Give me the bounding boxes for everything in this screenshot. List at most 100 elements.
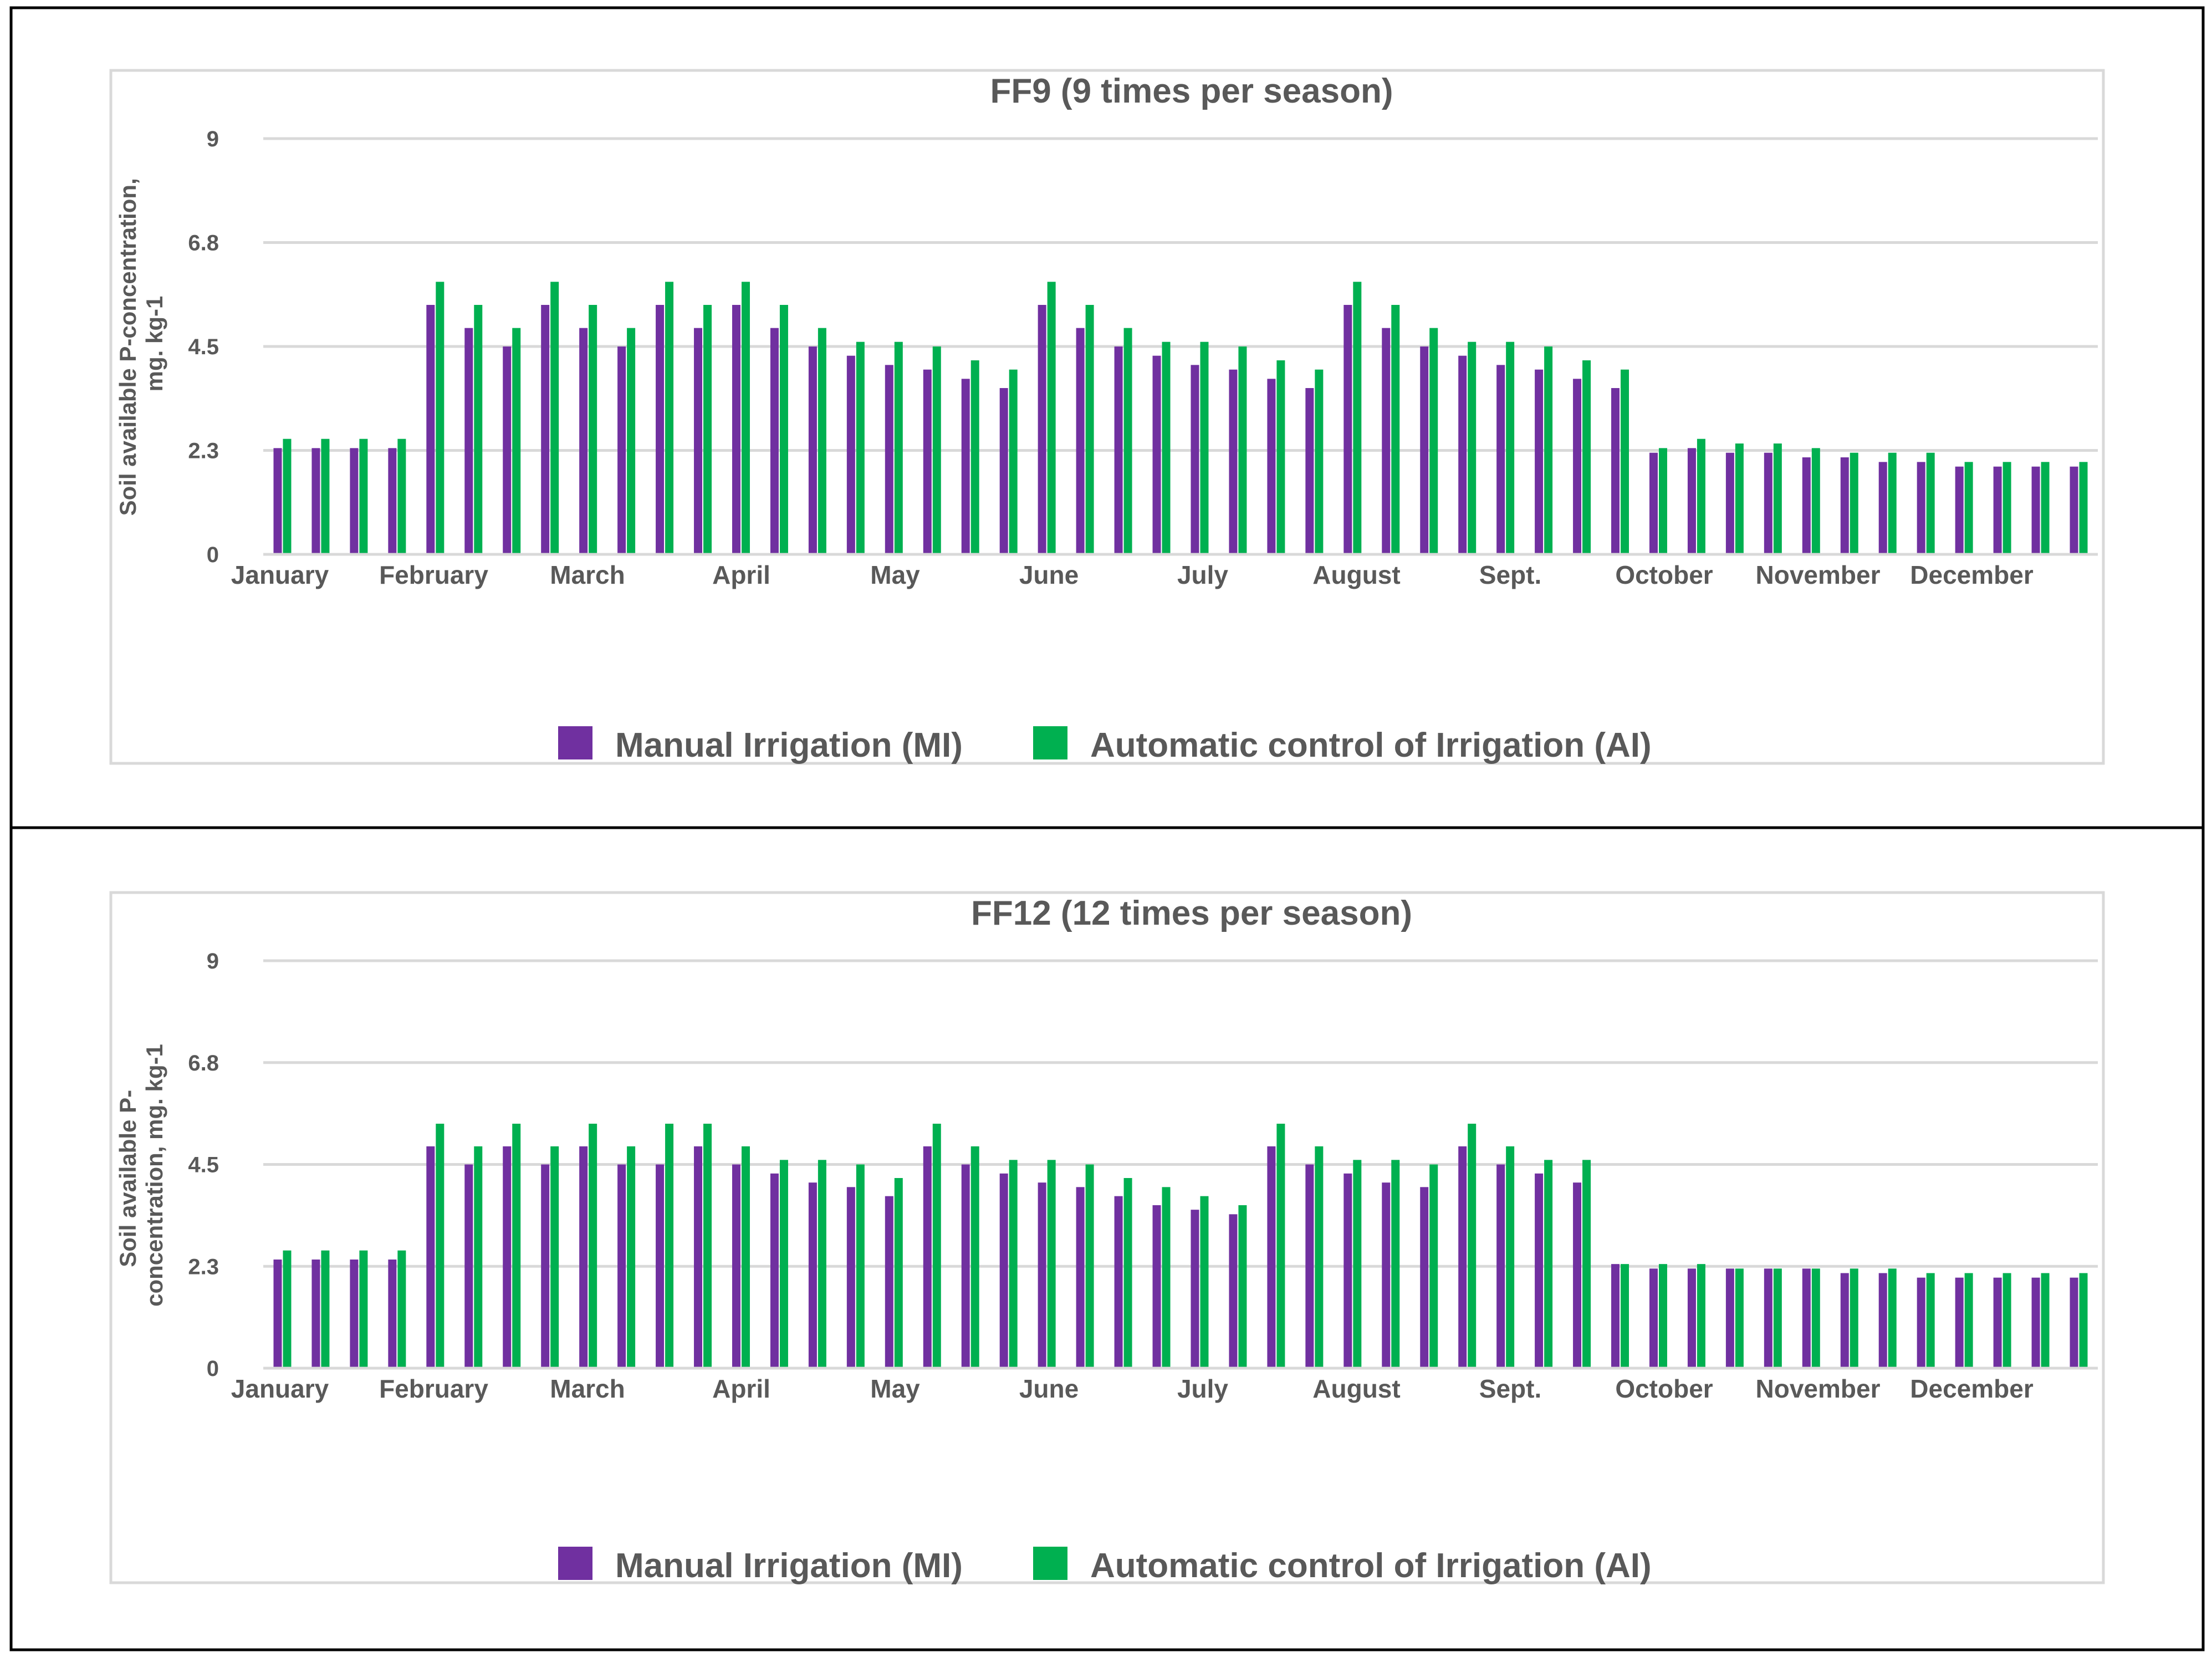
bar-automatic bbox=[474, 1146, 483, 1368]
bar-automatic bbox=[1697, 439, 1705, 554]
bar-manual bbox=[808, 1182, 817, 1368]
month-label: June bbox=[1019, 1374, 1079, 1403]
bar-manual bbox=[1267, 1146, 1276, 1368]
bar-automatic bbox=[397, 1250, 406, 1368]
chart-ff12-gridlines bbox=[263, 959, 2098, 1268]
bar-automatic bbox=[1850, 452, 1858, 554]
chart-ff12-legend-swatch-manual bbox=[558, 1547, 592, 1580]
bar-automatic bbox=[665, 282, 674, 554]
chart-ff9-area-border bbox=[109, 69, 2105, 765]
bar-automatic bbox=[397, 439, 406, 554]
bar-automatic bbox=[1735, 1268, 1744, 1368]
bar-automatic bbox=[1429, 1164, 1438, 1368]
month-label: March bbox=[550, 1374, 625, 1403]
chart-ff9-ylabel-line-1: Soil available P-concentration, bbox=[115, 178, 141, 516]
bar-automatic bbox=[1926, 1273, 1935, 1368]
bar-manual bbox=[2031, 1277, 2040, 1368]
month-label: August bbox=[1312, 560, 1400, 589]
month-label: May bbox=[870, 560, 920, 589]
bar-manual bbox=[541, 305, 550, 554]
bar-automatic bbox=[894, 341, 903, 554]
bar-automatic bbox=[1085, 305, 1094, 554]
chart-ff9-bars bbox=[273, 282, 2088, 554]
month-label: April bbox=[712, 560, 770, 589]
bar-automatic bbox=[1009, 369, 1018, 554]
month-label: Sept. bbox=[1479, 1374, 1541, 1403]
bar-manual bbox=[1725, 452, 1734, 554]
bar-automatic bbox=[1621, 1264, 1629, 1368]
bar-manual bbox=[1840, 457, 1849, 554]
bar-manual bbox=[350, 448, 359, 554]
bar-manual bbox=[1535, 369, 1544, 554]
chart-ff12-ylabel: Soil available P- concentration, mg. kg-… bbox=[115, 1044, 167, 1307]
bar-manual bbox=[350, 1260, 359, 1368]
bar-automatic bbox=[1658, 1264, 1667, 1368]
month-label: November bbox=[1756, 1374, 1881, 1403]
chart-ff12-ylabel-line-2: concentration, mg. kg-1 bbox=[141, 1044, 167, 1307]
bar-automatic bbox=[283, 1250, 292, 1368]
bar-manual bbox=[1687, 448, 1696, 554]
bar-manual bbox=[1993, 1277, 2002, 1368]
bar-automatic bbox=[1315, 369, 1324, 554]
bar-manual bbox=[388, 1260, 397, 1368]
bar-automatic bbox=[1621, 369, 1629, 554]
bar-manual bbox=[2031, 466, 2040, 554]
chart-ff12: FF12 (12 times per season) Soil availabl… bbox=[109, 891, 2105, 1585]
bar-automatic bbox=[1162, 341, 1171, 554]
chart-ff9-ytick-labels: 0 2.3 4.5 6.8 9 bbox=[188, 127, 219, 567]
bar-manual bbox=[999, 1173, 1008, 1368]
bar-manual bbox=[1382, 1182, 1391, 1368]
bar-automatic bbox=[1773, 1268, 1782, 1368]
bar-automatic bbox=[1123, 1178, 1132, 1368]
bar-manual bbox=[1573, 379, 1582, 554]
bar-manual bbox=[311, 1260, 320, 1368]
bar-manual bbox=[732, 1164, 740, 1368]
ytick-label: 4.5 bbox=[188, 335, 219, 359]
chart-ff12-legend-label-manual: Manual Irrigation (MI) bbox=[615, 1547, 963, 1585]
bar-manual bbox=[1802, 1268, 1811, 1368]
chart-ff12-legend: Manual Irrigation (MI) Automatic control… bbox=[558, 1547, 1652, 1585]
bar-manual bbox=[1840, 1273, 1849, 1368]
bar-automatic bbox=[321, 439, 330, 554]
bar-automatic bbox=[703, 1124, 712, 1368]
bar-manual bbox=[923, 1146, 932, 1368]
bar-manual bbox=[1114, 346, 1123, 554]
chart-ff9-legend-label-manual: Manual Irrigation (MI) bbox=[615, 726, 963, 764]
bar-automatic bbox=[1582, 360, 1591, 554]
ytick-label: 9 bbox=[207, 127, 219, 151]
bar-automatic bbox=[1506, 1146, 1515, 1368]
bar-automatic bbox=[2041, 462, 2050, 554]
bar-automatic bbox=[2079, 462, 2088, 554]
bar-manual bbox=[1191, 1210, 1199, 1368]
bar-automatic bbox=[550, 1146, 559, 1368]
bar-manual bbox=[1305, 388, 1314, 554]
bar-automatic bbox=[2041, 1273, 2050, 1368]
bar-automatic bbox=[1735, 443, 1744, 554]
bar-automatic bbox=[1200, 1196, 1209, 1368]
bar-manual bbox=[808, 346, 817, 554]
chart-ff12-area-border bbox=[109, 891, 2105, 1584]
month-label: August bbox=[1312, 1374, 1400, 1403]
bar-manual bbox=[1611, 1264, 1620, 1368]
ytick-label: 2.3 bbox=[188, 1255, 219, 1279]
ytick-label: 0 bbox=[207, 543, 219, 567]
bar-manual bbox=[273, 1260, 282, 1368]
month-label: May bbox=[870, 1374, 920, 1403]
bar-manual bbox=[1955, 466, 1964, 554]
bar-automatic bbox=[1506, 341, 1515, 554]
bar-automatic bbox=[1964, 462, 1973, 554]
bar-manual bbox=[961, 1164, 970, 1368]
bar-automatic bbox=[703, 305, 712, 554]
bar-manual bbox=[846, 355, 855, 554]
bar-automatic bbox=[321, 1250, 330, 1368]
bar-automatic bbox=[856, 341, 865, 554]
bar-manual bbox=[1076, 328, 1085, 554]
bar-manual bbox=[1152, 1205, 1161, 1368]
bar-automatic bbox=[1811, 448, 1820, 554]
bar-automatic bbox=[1850, 1268, 1858, 1368]
bar-manual bbox=[1917, 1277, 1925, 1368]
chart-ff12-legend-swatch-automatic bbox=[1033, 1547, 1067, 1580]
bar-manual bbox=[656, 305, 665, 554]
chart-ff9-legend-swatch-manual bbox=[558, 726, 592, 759]
bar-manual bbox=[1687, 1268, 1696, 1368]
